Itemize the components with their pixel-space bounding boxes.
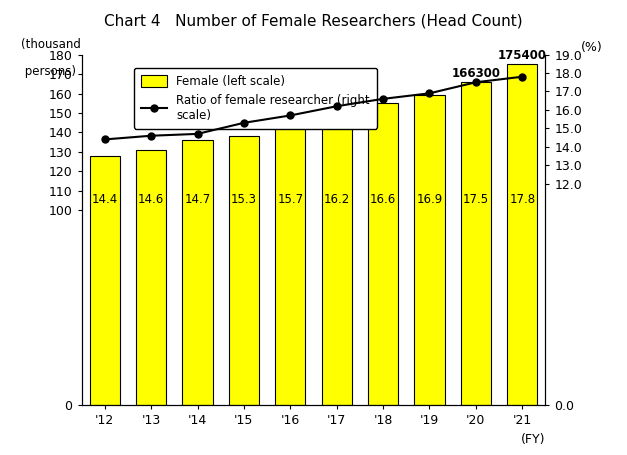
Text: (thousand: (thousand [21,38,81,51]
Text: 166300: 166300 [451,67,500,80]
Bar [368,103,398,405]
Bar [229,136,259,405]
Text: 14.6: 14.6 [138,193,164,207]
Text: 175400: 175400 [498,50,547,62]
Text: 17.5: 17.5 [463,193,489,207]
Text: 16.2: 16.2 [324,193,350,207]
Bar [275,125,305,405]
Text: 14.7: 14.7 [184,193,211,207]
Bar [507,64,537,405]
Text: 15.7: 15.7 [277,193,303,207]
Legend: Female (left scale), Ratio of female researcher (right
scale): Female (left scale), Ratio of female res… [134,67,377,129]
Text: 17.8: 17.8 [509,193,535,207]
Bar [182,140,213,405]
Text: Chart 4   Number of Female Researchers (Head Count): Chart 4 Number of Female Researchers (He… [104,14,523,29]
Bar [90,156,120,405]
Y-axis label: (%): (%) [581,41,603,54]
Text: 16.6: 16.6 [370,193,396,207]
Text: persons): persons) [21,65,76,78]
Bar [414,96,445,405]
Bar [136,150,166,405]
Text: (FY): (FY) [521,433,545,446]
Bar [461,82,491,405]
Bar [322,111,352,405]
Text: 15.3: 15.3 [231,193,257,207]
Text: 14.4: 14.4 [92,193,118,207]
Text: 16.9: 16.9 [416,193,443,207]
